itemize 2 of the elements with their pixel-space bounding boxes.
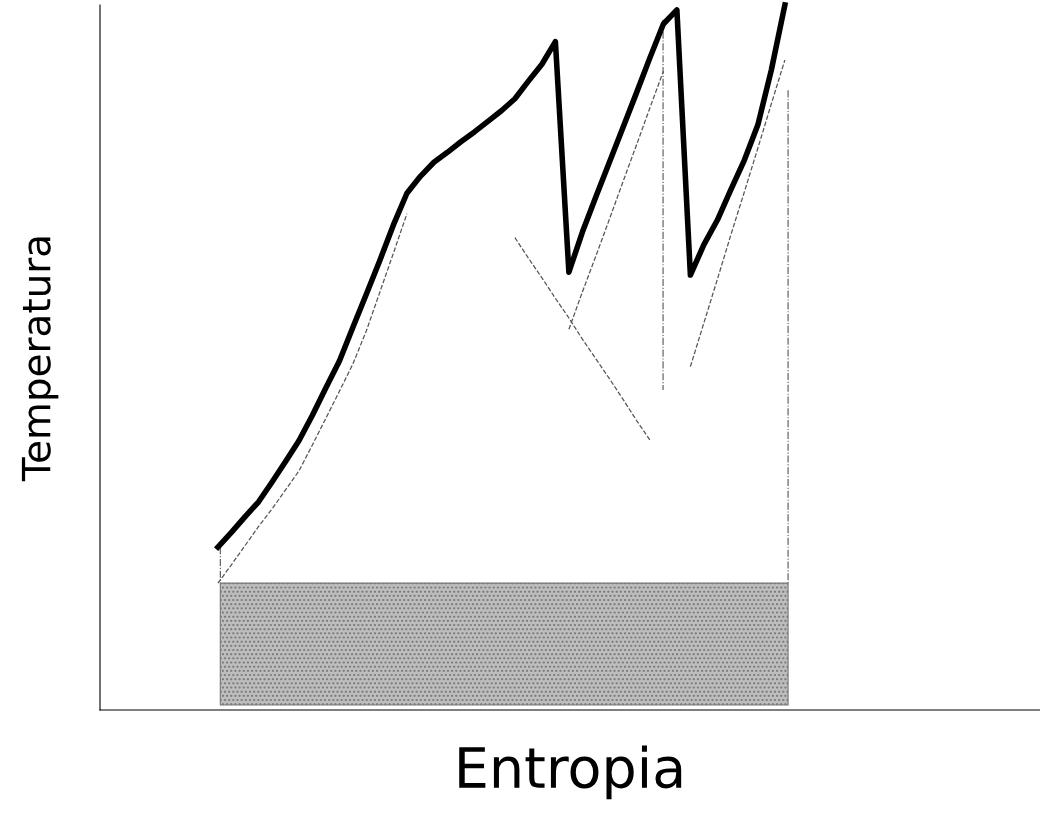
y-axis-title: Temperatura (21, 237, 59, 482)
x-axis-title: Entropia (459, 745, 682, 800)
